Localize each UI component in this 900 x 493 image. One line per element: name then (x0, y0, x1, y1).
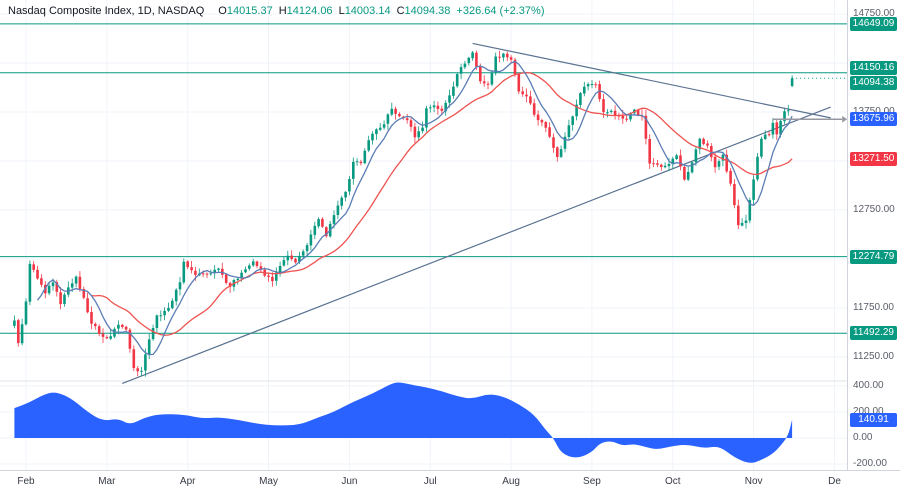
oscillator-area (14, 382, 793, 463)
time-axis-label-oct: Oct (665, 476, 681, 487)
time-axis-label-de: De (828, 476, 841, 487)
price-tick-label: 13750.00 (853, 106, 895, 118)
change-value: +326.64 (+2.37%) (456, 5, 545, 17)
symbol-title[interactable]: Nasdaq Composite Index, 1D, NASDAQ (8, 5, 205, 17)
time-axis-label-jun: Jun (341, 476, 358, 487)
time-axis-label-feb: Feb (17, 476, 35, 487)
price-tick-label: 11750.00 (853, 302, 894, 313)
price-tick-label: 12750.00 (853, 204, 895, 215)
descending-trendline[interactable] (472, 42, 831, 119)
high-label: H (278, 5, 287, 17)
up-candle-bodies (13, 52, 794, 372)
open-label: O (218, 5, 227, 17)
chart-canvas[interactable] (0, 0, 848, 470)
time-axis-label-jul: Jul (423, 476, 437, 487)
time-axis-label-sep: Sep (583, 476, 601, 487)
price-tick-label: 14750.00 (853, 8, 895, 19)
time-axis-label-mar: Mar (98, 476, 116, 487)
high-value: 14124.06 (286, 5, 333, 17)
time-axis[interactable]: Feb Mar Apr May Jun Jul Aug Sep Oct Nov De (0, 470, 900, 493)
down-candle-bodies (17, 52, 779, 372)
ascending-trendline[interactable] (122, 106, 831, 385)
ma-slow-badge: 13271.50 (850, 151, 897, 166)
fast-ma-line[interactable] (36, 60, 793, 356)
price-tick-label: 11250.00 (853, 351, 894, 362)
time-axis-label-aug: Aug (502, 476, 520, 487)
time-axis-label-nov: Nov (744, 476, 763, 487)
slow-ma-line[interactable] (91, 71, 793, 336)
up-candle-wicks (14, 51, 793, 377)
indicator-value-badge: 140.91 (850, 412, 897, 427)
price-axis[interactable]: 14750.00 13750.00 12750.00 11750.00 11250.00… (847, 0, 900, 470)
low-label: L (338, 5, 345, 17)
level-badge-2: 14150.16 (850, 61, 897, 76)
indicator-tick-label: -200.00 (853, 458, 887, 469)
symbol-header: Nasdaq Composite Index, 1D, NASDAQ O14015… (8, 5, 545, 17)
indicator-tick-label: 0.00 (853, 432, 873, 443)
time-axis-label-may: May (259, 476, 278, 487)
indicator-tick-label: 200.00 (853, 406, 884, 417)
level-badge-4: 11492.29 (850, 326, 897, 341)
indicator-tick-label: 400.00 (853, 380, 884, 391)
level-badge-3: 12274.79 (850, 249, 897, 264)
ray-arrowhead-icon (842, 116, 848, 123)
last-price-badge: 14094.38 (850, 76, 897, 91)
level-badge-1: 14649.09 (850, 16, 897, 31)
close-value: 14094.38 (404, 5, 451, 17)
time-axis-label-apr: Apr (179, 476, 196, 487)
open-value: 14015.37 (226, 5, 273, 17)
ma-fast-badge: 13675.96 (850, 112, 897, 127)
close-label: C (396, 5, 405, 17)
down-candle-wicks (17, 50, 778, 377)
low-value: 14003.14 (344, 5, 391, 17)
